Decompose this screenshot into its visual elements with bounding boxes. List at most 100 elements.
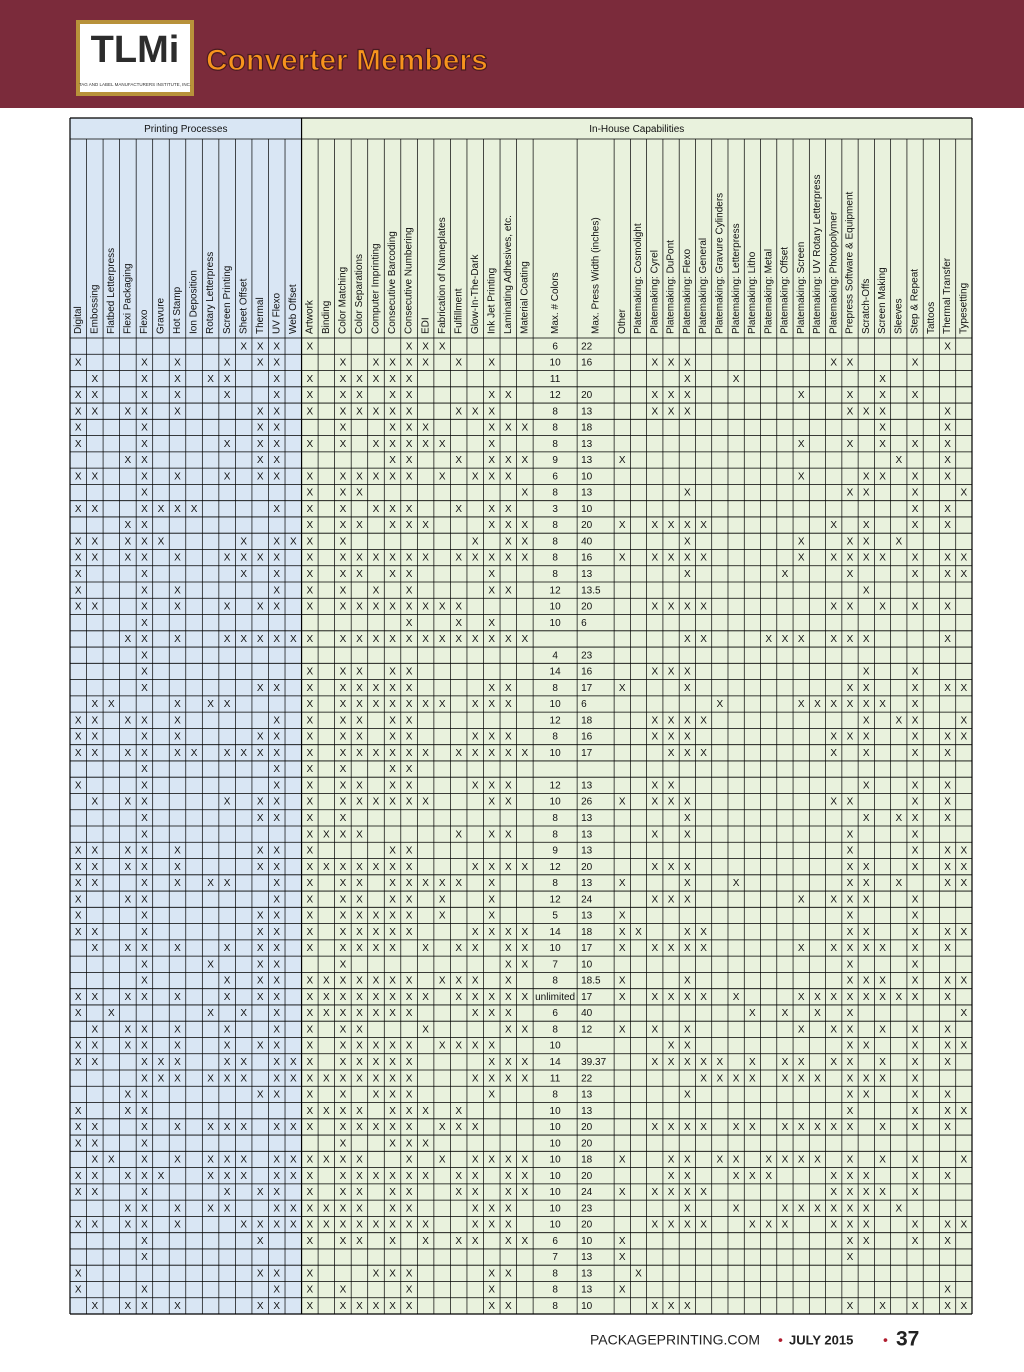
cell-mark: X	[684, 358, 691, 369]
cell-mark: X	[830, 943, 837, 954]
cell-mark: X	[306, 764, 313, 775]
cell-mark: X	[961, 927, 968, 938]
cell-mark: X	[619, 878, 626, 889]
column-header: Digital	[73, 306, 84, 334]
cell-mark: X	[635, 1268, 642, 1279]
cell-mark: X	[830, 1220, 837, 1231]
cell-mark: X	[847, 1073, 854, 1084]
cell-mark: X	[141, 780, 148, 791]
cell-mark: X	[684, 1203, 691, 1214]
cell-mark: X	[782, 1073, 789, 1084]
cell-mark: X	[389, 423, 396, 434]
cell-mark: X	[356, 634, 363, 645]
cell-mark: X	[356, 862, 363, 873]
cell-mark: X	[619, 1155, 626, 1166]
cell-mark: X	[668, 1041, 675, 1052]
cell-mark: X	[224, 553, 231, 564]
cell-mark: X	[340, 878, 347, 889]
cell-mark: X	[944, 1090, 951, 1101]
cell-mark: X	[224, 358, 231, 369]
cell-mark: X	[505, 959, 512, 970]
cell-mark: X	[174, 1220, 181, 1231]
cell-mark: X	[684, 992, 691, 1003]
cell-mark: X	[141, 536, 148, 547]
cell-mark: X	[340, 423, 347, 434]
cell-mark: X	[174, 699, 181, 710]
cell-mark: X	[306, 911, 313, 922]
cell-value: 13	[581, 1252, 593, 1263]
cell-mark: X	[847, 683, 854, 694]
cell-mark: X	[273, 536, 280, 547]
cell-value: 20	[581, 390, 593, 401]
cell-mark: X	[912, 943, 919, 954]
cell-mark: X	[814, 1008, 821, 1019]
cell-mark: X	[91, 699, 98, 710]
cell-mark: X	[306, 1301, 313, 1312]
cell-mark: X	[257, 976, 264, 987]
cell-mark: X	[798, 1073, 805, 1084]
cell-mark: X	[75, 911, 82, 922]
cell-mark: X	[323, 1106, 330, 1117]
cell-mark: X	[472, 862, 479, 873]
cell-mark: X	[847, 1090, 854, 1101]
cell-mark: X	[373, 406, 380, 417]
cell-mark: X	[522, 423, 529, 434]
cell-mark: X	[340, 1171, 347, 1182]
cell-mark: X	[240, 569, 247, 580]
cell-mark: X	[847, 1008, 854, 1019]
cell-mark: X	[488, 569, 495, 580]
cell-mark: X	[782, 1122, 789, 1133]
cell-mark: X	[472, 1155, 479, 1166]
cell-mark: X	[733, 1171, 740, 1182]
cell-mark: X	[879, 992, 886, 1003]
cell-mark: X	[749, 1008, 756, 1019]
cell-mark: X	[356, 748, 363, 759]
cell-mark: X	[944, 862, 951, 873]
cell-mark: X	[798, 536, 805, 547]
cell-mark: X	[273, 1171, 280, 1182]
cell-mark: X	[141, 1106, 148, 1117]
cell-mark: X	[684, 602, 691, 613]
cell-value: 8	[552, 732, 558, 743]
cell-mark: X	[174, 358, 181, 369]
cell-mark: X	[174, 748, 181, 759]
cell-mark: X	[944, 520, 951, 531]
cell-mark: X	[651, 715, 658, 726]
cell-mark: X	[944, 455, 951, 466]
cell-mark: X	[75, 553, 82, 564]
cell-mark: X	[505, 553, 512, 564]
cell-value: 22	[581, 1073, 593, 1084]
cell-mark: X	[356, 1057, 363, 1068]
cell-mark: X	[306, 894, 313, 905]
cell-mark: X	[668, 943, 675, 954]
cell-mark: X	[356, 715, 363, 726]
cell-mark: X	[961, 488, 968, 499]
column-header: Platemaking: Cyrel	[649, 250, 660, 334]
cell-mark: X	[75, 439, 82, 450]
cell-mark: X	[389, 406, 396, 417]
cell-mark: X	[290, 1155, 297, 1166]
cell-mark: X	[830, 520, 837, 531]
cell-mark: X	[141, 878, 148, 889]
cell-mark: X	[863, 488, 870, 499]
cell-mark: X	[373, 862, 380, 873]
cell-mark: X	[912, 829, 919, 840]
cell-mark: X	[306, 943, 313, 954]
cell-mark: X	[651, 1122, 658, 1133]
cell-mark: X	[75, 1285, 82, 1296]
cell-value: 8	[552, 878, 558, 889]
cell-mark: X	[207, 1122, 214, 1133]
cell-mark: X	[961, 1106, 968, 1117]
cell-mark: X	[912, 699, 919, 710]
cell-mark: X	[207, 1203, 214, 1214]
cell-mark: X	[944, 569, 951, 580]
cell-mark: X	[863, 780, 870, 791]
cell-mark: X	[619, 976, 626, 987]
cell-mark: X	[944, 634, 951, 645]
cell-value: 10	[550, 1220, 562, 1231]
cell-value: 13	[581, 439, 593, 450]
cell-mark: X	[798, 992, 805, 1003]
cell-value: 13	[581, 1106, 593, 1117]
cell-mark: X	[356, 1203, 363, 1214]
cell-mark: X	[847, 992, 854, 1003]
